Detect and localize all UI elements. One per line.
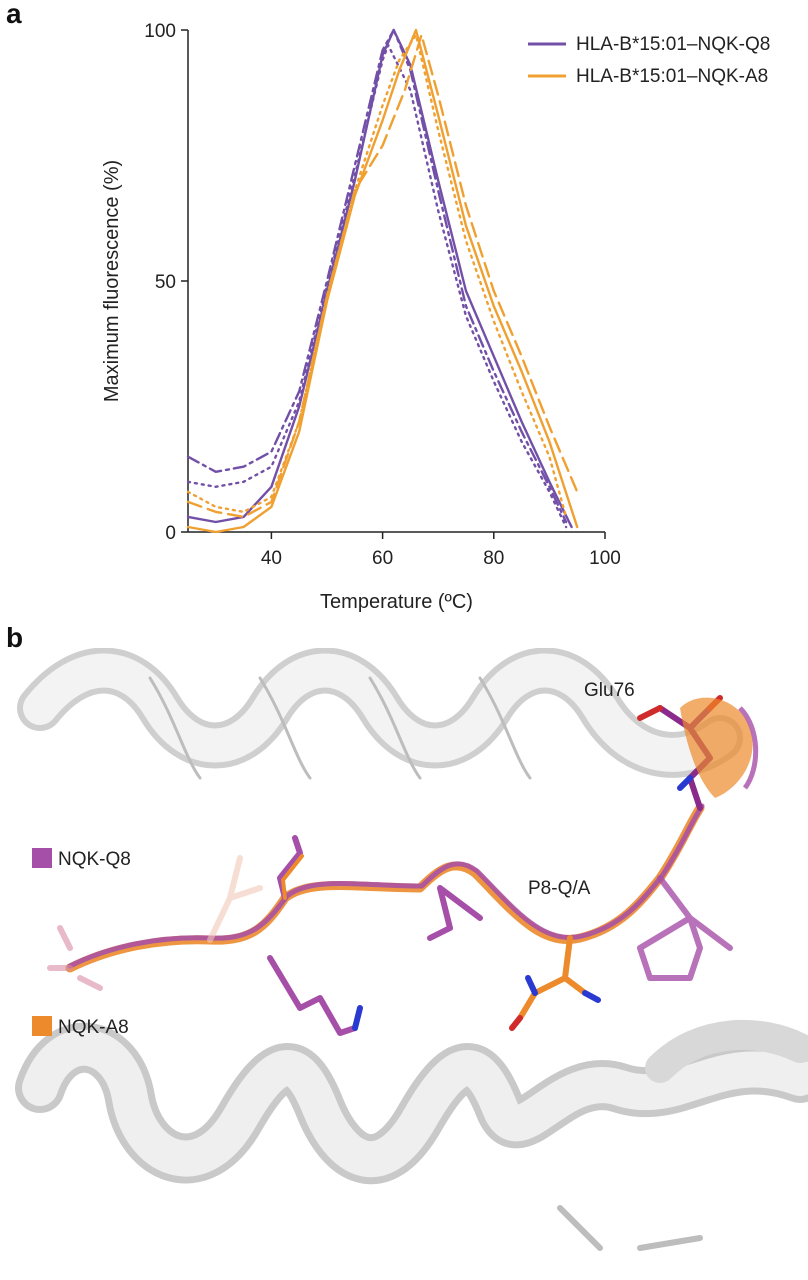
y-tick-label-0: 0 — [165, 523, 176, 544]
glu76-label: Glu76 — [584, 680, 635, 701]
legend-label-1: HLA-B*15:01–NQK-A8 — [576, 66, 768, 87]
x-tick-label-60: 60 — [372, 548, 393, 569]
y-tick-label-50: 50 — [155, 272, 176, 293]
melting-curve-chart: 40 60 80 100 0 50 100 Temperature (ºC) Maximum f… — [101, 21, 770, 613]
legend-swatch-nqk-a8 — [32, 1016, 52, 1036]
legend-swatch-nqk-q8 — [32, 848, 52, 868]
legend-label-nqk-q8: NQK-Q8 — [58, 849, 131, 870]
x-tick-label-100: 100 — [589, 548, 621, 569]
peptide-structure-figure: Glu76 P8-Q/A NQK-Q8 NQK-A8 — [15, 648, 808, 1251]
p8-label: P8-Q/A — [528, 878, 591, 899]
side-chains — [47, 695, 733, 1036]
upper-helix-ribbon — [17, 648, 743, 780]
legend-label-0: HLA-B*15:01–NQK-Q8 — [576, 34, 770, 55]
panel-label-b: b — [6, 622, 24, 653]
series-line-4 — [186, 33, 579, 519]
series-line-5 — [186, 33, 568, 519]
y-tick-label-100: 100 — [144, 21, 176, 42]
x-axis-label: Temperature (ºC) — [320, 591, 473, 613]
x-tick-label-40: 40 — [261, 548, 282, 569]
series-line-2 — [186, 43, 568, 529]
series-line-0 — [186, 28, 573, 529]
series-line-3 — [186, 28, 579, 534]
panel-label-a: a — [6, 0, 22, 29]
structure-legend: NQK-Q8 NQK-A8 — [32, 848, 131, 1038]
lower-helix-ribbon — [15, 1019, 808, 1251]
glu76-helix-highlight — [680, 697, 759, 798]
legend-label-nqk-a8: NQK-A8 — [58, 1017, 129, 1038]
y-axis-label: Maximum fluorescence (%) — [101, 160, 123, 402]
peptide-backbones — [65, 803, 705, 973]
series-line-1 — [186, 28, 568, 524]
x-tick-label-80: 80 — [483, 548, 504, 569]
